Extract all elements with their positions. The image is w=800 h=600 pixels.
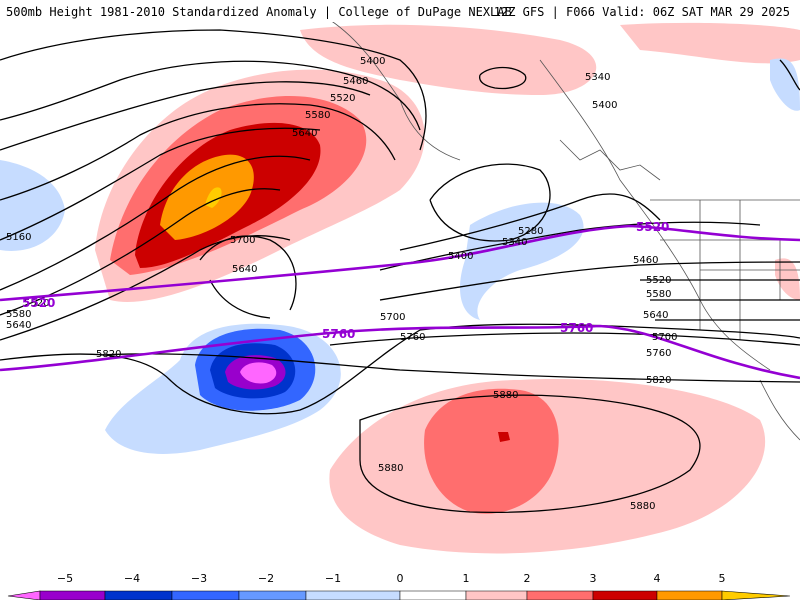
colorbar-tick: 1: [463, 572, 470, 585]
contour-label: 5640: [643, 310, 668, 321]
highlight-label: 5760: [560, 321, 593, 335]
contour-label: 5520: [24, 298, 49, 309]
contour-labels: 5400 5460 5520 5580 5640 5700 5640 5340 …: [6, 56, 677, 512]
positive-anomaly-southeast: [329, 379, 766, 554]
negative-anomaly-east: [460, 202, 584, 320]
positive-anomaly-northeast: [620, 22, 800, 64]
contour-label: 5820: [96, 349, 121, 360]
contour-label: 5640: [292, 128, 317, 139]
highlight-label: 5520: [636, 220, 669, 234]
highlight-label: 5520: [22, 296, 55, 310]
colorbar-bin-neg3: [171, 590, 240, 600]
colorbar-tick: 0: [397, 572, 404, 585]
colorbar-bin-neg1: [305, 590, 401, 600]
contour-label: 5820: [646, 375, 671, 386]
highlight-contours: [0, 224, 800, 380]
contour-label: 5520: [646, 275, 671, 286]
contour-label: 5400: [360, 56, 385, 67]
title-bar: 500mb Height 1981-2010 Standardized Anom…: [0, 0, 800, 22]
contour-label: 5580: [6, 309, 31, 320]
contour-label: 5460: [343, 76, 368, 87]
colorbar-bin-pos2: [526, 590, 594, 600]
contour-label: 5640: [6, 320, 31, 331]
contour-label: 5520: [330, 93, 355, 104]
run-info: 12Z GFS | F066 Valid: 06Z SAT MAR 29 202…: [493, 5, 790, 19]
contour-label: 5340: [585, 72, 610, 83]
colorbar-arrow-left: [7, 590, 41, 600]
colorbar-bin-pos3: [592, 590, 658, 600]
colorbar-tick: 3: [590, 572, 597, 585]
contour-label: 5700: [652, 332, 677, 343]
contour-label: 5880: [378, 463, 403, 474]
highlight-5760-line: [0, 324, 800, 380]
positive-anomaly-north: [300, 24, 597, 95]
contour-label: 5580: [646, 289, 671, 300]
positive-anomaly-east-edge: [775, 258, 800, 300]
colorbar-bin-neg4: [104, 590, 173, 600]
colorbar-tick: −4: [124, 572, 140, 585]
colorbar-tick: −3: [191, 572, 207, 585]
contour-label: 5700: [380, 312, 405, 323]
contour-label: 5760: [646, 348, 671, 359]
colorbar-bin-neg5: [39, 590, 106, 600]
colorbar-bin-pos4: [656, 590, 723, 600]
colorbar-tick: 5: [719, 572, 726, 585]
map-title: 500mb Height 1981-2010 Standardized Anom…: [6, 5, 512, 19]
colorbar-tick: −1: [325, 572, 341, 585]
colorbar-tick: −2: [258, 572, 274, 585]
negative-anomaly-northeast: [770, 58, 800, 111]
contour-label: 5460: [633, 255, 658, 266]
contour-label: 5340: [502, 237, 527, 248]
colorbar: −5 −4 −3 −2 −1 0 1 2 3 4 5: [0, 572, 800, 600]
contour-label: 5880: [493, 390, 518, 401]
contour-label: 5280: [518, 226, 543, 237]
highlight-labels: 5520 5760 5520 5760: [22, 220, 669, 341]
negative-anomaly-central: [105, 323, 341, 454]
highlight-label: 5760: [322, 327, 355, 341]
contour-label: 5580: [305, 110, 330, 121]
colorbar-bin-zero: [399, 590, 467, 600]
colorbar-bin-pos1: [465, 590, 528, 600]
contour-label: 5640: [232, 264, 257, 275]
colorbar-tick: 4: [654, 572, 661, 585]
contour-label: 5760: [400, 332, 425, 343]
anomaly-map: 5400 5460 5520 5580 5640 5700 5640 5340 …: [0, 19, 800, 554]
contour-label: 5400: [592, 100, 617, 111]
colorbar-arrow-right: [721, 590, 791, 600]
contour-label: 5160: [6, 232, 31, 243]
colorbar-bin-neg2: [238, 590, 307, 600]
colorbar-tick: −5: [57, 572, 73, 585]
colorbar-tick: 2: [524, 572, 531, 585]
contour-label: 5880: [630, 501, 655, 512]
height-contours: [0, 29, 800, 514]
highlight-5520-line: [0, 224, 800, 302]
contour-label: 5700: [230, 235, 255, 246]
contour-label: 5400: [448, 251, 473, 262]
